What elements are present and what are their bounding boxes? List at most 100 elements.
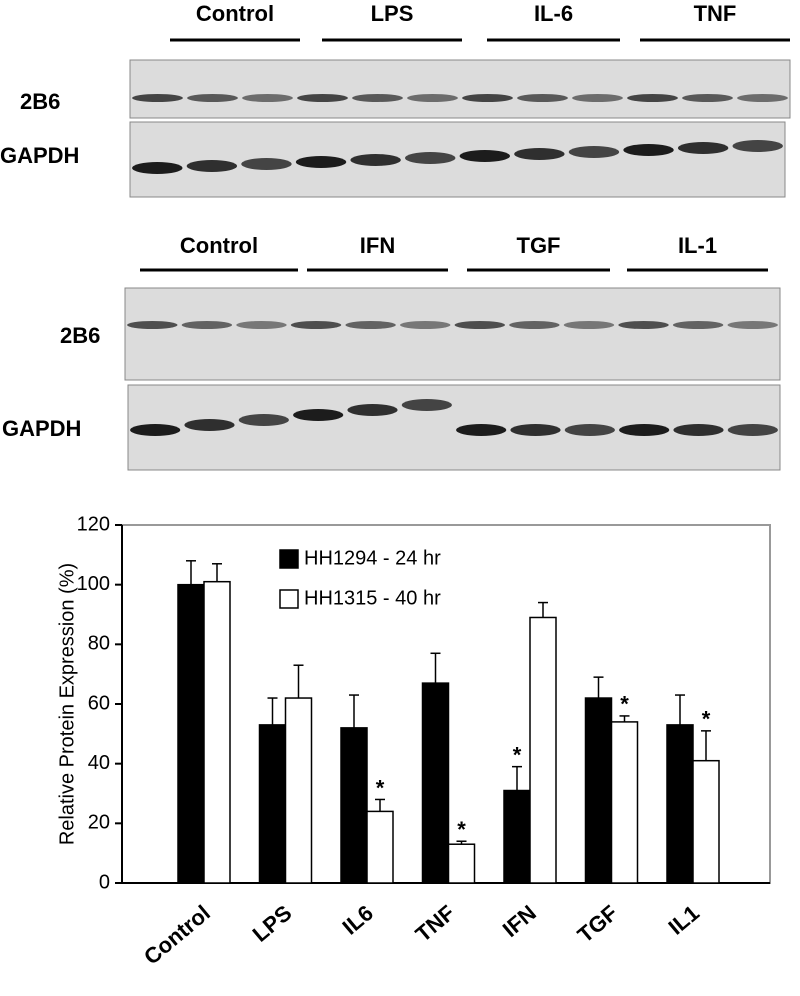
y-tick-label: 0 xyxy=(99,871,110,893)
legend-swatch xyxy=(279,549,299,569)
band xyxy=(407,94,458,102)
band xyxy=(293,409,344,421)
band xyxy=(132,162,183,174)
band xyxy=(564,424,615,436)
band xyxy=(677,142,729,154)
blot xyxy=(129,121,786,198)
lane-group-label: Control xyxy=(180,233,258,258)
band xyxy=(672,321,724,329)
band xyxy=(673,424,724,436)
legend-swatch xyxy=(279,589,299,609)
significance-marker: * xyxy=(620,692,629,717)
band xyxy=(509,321,560,329)
bar xyxy=(258,724,287,884)
y-tick-label: 40 xyxy=(88,752,110,774)
y-tick-label: 60 xyxy=(88,692,110,714)
band xyxy=(732,140,783,152)
band xyxy=(572,94,623,102)
bar xyxy=(529,616,557,884)
significance-marker: * xyxy=(457,817,466,842)
band xyxy=(350,154,401,166)
band xyxy=(462,94,513,102)
lane-group-label: IL-6 xyxy=(534,1,573,26)
row-label: 2B6 xyxy=(20,89,60,114)
band xyxy=(290,321,342,329)
band xyxy=(619,424,670,436)
band xyxy=(568,146,620,158)
bar xyxy=(203,580,231,884)
band xyxy=(236,321,287,329)
band xyxy=(241,158,292,170)
bar xyxy=(584,697,613,884)
band xyxy=(627,94,678,102)
band xyxy=(563,321,615,329)
band xyxy=(242,94,293,102)
blot xyxy=(129,59,791,119)
significance-marker: * xyxy=(702,707,711,732)
bar xyxy=(666,724,694,884)
row-label: GAPDH xyxy=(2,416,81,441)
row-label: GAPDH xyxy=(0,143,79,168)
band xyxy=(454,321,505,329)
x-tick-label: TGF xyxy=(573,900,623,947)
band xyxy=(295,156,347,168)
band xyxy=(456,424,507,436)
x-tick-label: TNF xyxy=(411,900,460,947)
bar xyxy=(447,843,476,884)
band xyxy=(186,160,238,172)
band xyxy=(184,419,235,431)
band xyxy=(297,94,348,102)
bar xyxy=(692,759,720,884)
x-tick-label: IL1 xyxy=(664,900,704,940)
bar xyxy=(610,721,639,884)
band xyxy=(514,148,565,160)
bar xyxy=(340,727,368,884)
y-tick-label: 80 xyxy=(88,633,110,655)
band xyxy=(623,144,674,156)
band xyxy=(400,321,451,329)
band xyxy=(345,321,396,329)
band xyxy=(459,150,510,162)
lane-group-label: IFN xyxy=(360,233,395,258)
bar xyxy=(366,810,394,884)
bar xyxy=(421,682,450,884)
band xyxy=(132,94,183,102)
lane-group-label: Control xyxy=(196,1,274,26)
band xyxy=(727,321,778,329)
band xyxy=(130,424,181,436)
band xyxy=(517,94,568,102)
significance-marker: * xyxy=(376,775,385,800)
band xyxy=(127,321,178,329)
band xyxy=(187,94,238,102)
bar xyxy=(177,583,205,884)
legend-label: HH1294 - 24 hr xyxy=(304,547,441,569)
y-tick-label: 120 xyxy=(77,513,110,535)
lane-group-label: TNF xyxy=(694,1,737,26)
band xyxy=(347,404,398,416)
band xyxy=(401,399,452,411)
lane-group-label: LPS xyxy=(371,1,414,26)
band xyxy=(727,424,778,436)
x-tick-label: Control xyxy=(139,900,215,969)
row-label: 2B6 xyxy=(60,323,100,348)
band xyxy=(405,152,456,164)
lane-group-label: TGF xyxy=(517,233,561,258)
bar xyxy=(503,789,531,884)
significance-marker: * xyxy=(513,742,522,767)
blot xyxy=(127,384,781,471)
y-tick-label: 20 xyxy=(88,812,110,834)
band xyxy=(618,321,669,329)
x-tick-label: IFN xyxy=(498,900,541,942)
bar xyxy=(284,697,313,884)
lane-group-label: IL-1 xyxy=(678,233,717,258)
band xyxy=(352,94,403,102)
blot xyxy=(124,287,781,381)
y-tick-label: 100 xyxy=(77,573,110,595)
x-tick-label: LPS xyxy=(248,900,297,947)
band xyxy=(510,424,561,436)
x-tick-label: IL6 xyxy=(338,900,378,940)
band xyxy=(238,414,289,426)
legend-label: HH1315 - 40 hr xyxy=(304,587,441,609)
band xyxy=(682,94,733,102)
